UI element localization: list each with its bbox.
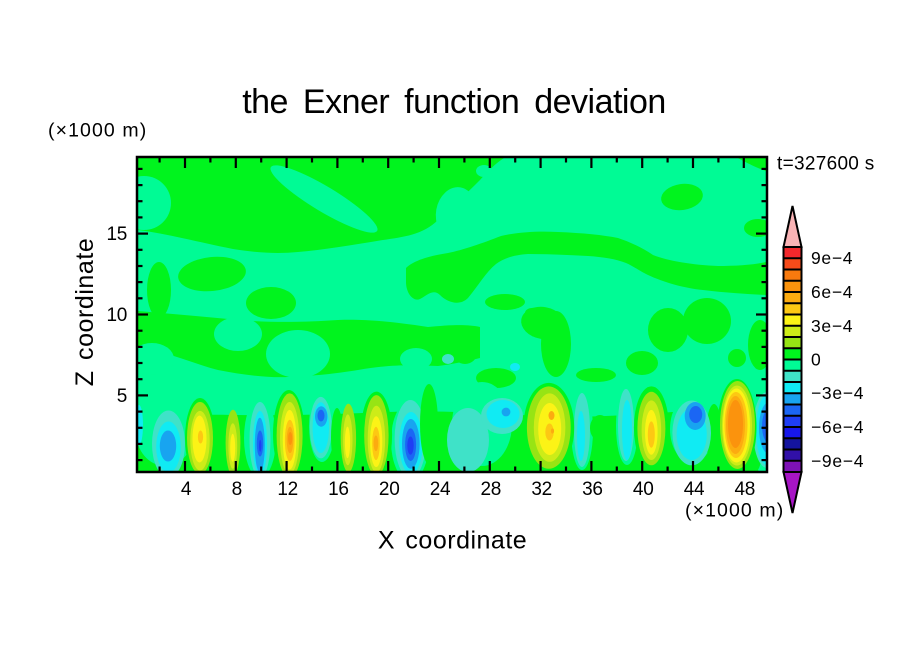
svg-text:24: 24 xyxy=(430,479,451,500)
svg-text:36: 36 xyxy=(582,479,603,500)
svg-text:16: 16 xyxy=(328,479,349,500)
svg-text:6e−4: 6e−4 xyxy=(811,282,853,302)
svg-text:−3e−4: −3e−4 xyxy=(811,383,864,403)
svg-text:t=327600 s: t=327600 s xyxy=(777,154,875,175)
svg-text:4: 4 xyxy=(181,479,192,500)
svg-text:(×1000 m): (×1000 m) xyxy=(685,500,784,522)
svg-text:the Exner function deviation: the Exner function deviation xyxy=(242,83,666,121)
svg-text:32: 32 xyxy=(531,479,552,500)
svg-text:8: 8 xyxy=(232,479,242,500)
svg-text:0: 0 xyxy=(811,350,821,370)
svg-text:28: 28 xyxy=(481,479,502,500)
svg-text:48: 48 xyxy=(735,479,756,500)
svg-text:10: 10 xyxy=(106,305,127,326)
svg-text:15: 15 xyxy=(106,224,127,245)
svg-text:−9e−4: −9e−4 xyxy=(811,451,864,471)
svg-text:40: 40 xyxy=(633,479,654,500)
svg-text:9e−4: 9e−4 xyxy=(811,248,853,268)
svg-text:12: 12 xyxy=(277,479,298,500)
svg-text:−6e−4: −6e−4 xyxy=(811,417,864,437)
svg-text:3e−4: 3e−4 xyxy=(811,316,853,336)
svg-text:5: 5 xyxy=(117,386,127,407)
svg-text:20: 20 xyxy=(379,479,400,500)
svg-text:(×1000 m): (×1000 m) xyxy=(48,120,147,142)
svg-text:44: 44 xyxy=(684,479,705,500)
svg-text:X coordinate: X coordinate xyxy=(378,527,527,555)
svg-text:Z coordinate: Z coordinate xyxy=(71,238,99,387)
